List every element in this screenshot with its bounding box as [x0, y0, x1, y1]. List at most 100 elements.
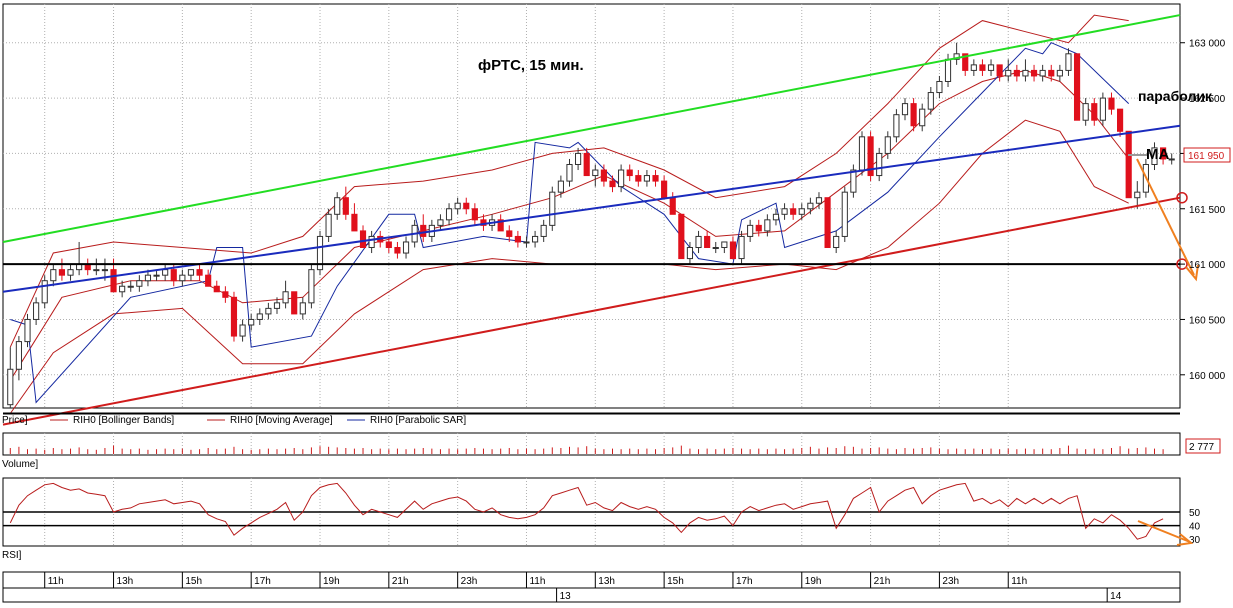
candle-body	[532, 235, 539, 243]
candle-body	[755, 224, 762, 232]
rsi-tick-label: 50	[1189, 508, 1201, 519]
candle-body	[583, 152, 590, 177]
time-tick-label: 11h	[48, 576, 64, 587]
time-tick-label: 15h	[185, 576, 202, 587]
time-tick-label: 15h	[667, 576, 684, 587]
parabolic-label: параболик	[1138, 88, 1213, 104]
rsi-layer: 50 40 30	[3, 482, 1201, 546]
candle-body	[824, 197, 831, 249]
candle-body	[807, 202, 814, 210]
last-price-value: 161 950	[1188, 151, 1225, 162]
candle-body	[962, 53, 969, 71]
candle-body	[747, 224, 754, 237]
candle-body	[1160, 147, 1167, 160]
ma-label: MA	[1146, 146, 1169, 163]
candle-body	[661, 180, 668, 199]
legend-bollinger: RIH0 [Bollinger Bands]	[73, 415, 174, 426]
time-axis-frame	[2, 571, 1181, 603]
legend-moving-average: RIH0 [Moving Average]	[230, 415, 333, 426]
time-tick-label: 19h	[323, 576, 340, 587]
candle-body	[1082, 103, 1089, 121]
candle-body	[187, 269, 195, 276]
candle-body	[205, 274, 212, 287]
candle-body	[256, 313, 263, 320]
candle-body	[1065, 53, 1072, 71]
red-line-marker	[1176, 191, 1188, 204]
candle-body	[144, 274, 152, 282]
candle-body	[901, 103, 909, 116]
candle-body	[1048, 69, 1055, 77]
candle-body	[1039, 69, 1046, 77]
candle-body	[239, 324, 246, 337]
candle-body	[729, 241, 737, 260]
candle-body	[299, 302, 306, 315]
candle-body	[695, 235, 702, 249]
moving-average-line	[9, 69, 1130, 381]
volume-layer	[9, 445, 1164, 454]
time-tick-label: 17h	[254, 576, 271, 587]
y-tick-label: 162 500	[1189, 94, 1226, 105]
candle-body	[308, 269, 315, 304]
last-price-badge	[1183, 147, 1231, 163]
candle-body	[798, 208, 805, 215]
candle-body	[1030, 69, 1038, 77]
candle-body	[15, 341, 22, 370]
candle-body	[927, 92, 934, 110]
candle-body	[67, 269, 74, 276]
candle-body	[609, 180, 616, 188]
candle-body	[566, 163, 573, 182]
time-tick-label: 13h	[117, 576, 134, 587]
candle-body	[643, 175, 651, 182]
candle-body	[910, 103, 917, 127]
candle-body	[626, 169, 633, 177]
candle-body	[772, 213, 780, 221]
candle-body	[119, 285, 126, 293]
candle-body	[127, 285, 134, 288]
candle-body	[101, 269, 109, 272]
candle-body	[893, 114, 900, 138]
candle-body	[170, 269, 177, 282]
candle-body	[1134, 191, 1141, 199]
candle-body	[445, 208, 453, 221]
candle-body	[944, 58, 952, 82]
time-tick-label: 19h	[805, 576, 822, 587]
time-tick-label: 23h	[461, 576, 478, 587]
candle-body	[635, 175, 642, 182]
candle-body	[790, 208, 797, 215]
candle-body	[841, 191, 848, 237]
candle-body	[686, 247, 694, 260]
candle-body	[179, 274, 186, 282]
red-channel-line	[2, 196, 1181, 426]
y-tick-label: 161 500	[1189, 205, 1226, 216]
level-marker	[1176, 258, 1188, 270]
candle-body	[979, 64, 986, 71]
time-tick-label: 23h	[942, 576, 959, 587]
candle-body	[153, 274, 160, 277]
candle-body	[506, 230, 513, 237]
candle-body	[58, 269, 65, 276]
candle-body	[781, 208, 788, 215]
candle-body	[33, 302, 40, 320]
bollinger-upper-line	[9, 14, 1129, 348]
candle-body	[325, 213, 332, 237]
candle-body	[463, 202, 470, 210]
candle-body	[867, 136, 874, 177]
candle-body	[41, 280, 48, 304]
candle-body	[437, 219, 444, 226]
legend-price: Price]	[2, 415, 28, 426]
rsi-line	[9, 482, 1164, 540]
candle-body	[1091, 103, 1098, 121]
candle-body	[136, 280, 143, 287]
candle-body	[1005, 69, 1012, 77]
candle-body	[919, 108, 926, 127]
candle-body	[833, 235, 840, 249]
time-tick-label: 11h	[1011, 576, 1027, 587]
candle-body	[162, 269, 169, 276]
candle-body	[815, 197, 823, 204]
candle-body	[704, 235, 711, 249]
candle-body	[359, 230, 367, 249]
price-legend: Price] RIH0 [Bollinger Bands] RIH0 [Movi…	[2, 415, 466, 426]
volume-panel-frame	[2, 432, 1181, 456]
candle-body	[987, 64, 995, 71]
